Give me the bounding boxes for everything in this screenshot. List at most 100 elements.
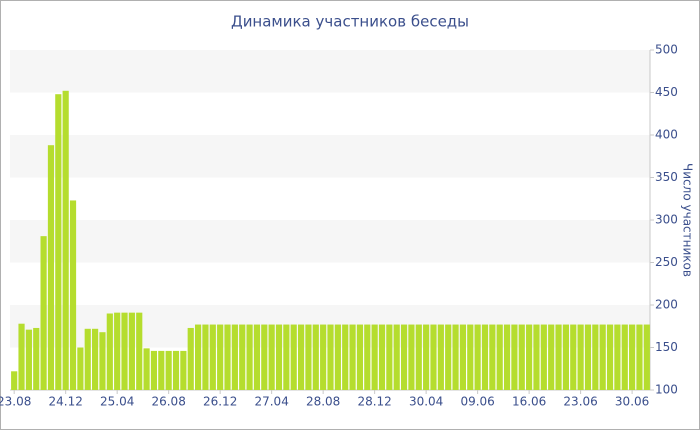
y-tick-label: 350	[655, 170, 678, 184]
chart-title: Динамика участников беседы	[231, 13, 469, 31]
bar	[445, 324, 452, 390]
bar	[327, 324, 334, 390]
bar	[239, 324, 246, 390]
grid-band	[10, 220, 650, 263]
bar	[577, 324, 584, 390]
bar	[371, 324, 378, 390]
bar	[320, 324, 327, 390]
bar	[283, 324, 290, 390]
bar	[268, 324, 275, 390]
x-tick-label: 30.04	[409, 395, 443, 409]
bar	[172, 350, 180, 390]
bar	[84, 328, 91, 390]
bar	[452, 324, 459, 390]
bar	[562, 324, 569, 390]
x-tick-label: 28.08	[306, 395, 340, 409]
x-tick-label: 30.06	[615, 395, 649, 409]
bar	[342, 324, 349, 390]
bar	[540, 324, 547, 390]
bar	[25, 329, 32, 390]
bar	[47, 145, 55, 390]
bar	[128, 312, 135, 390]
y-tick-label: 400	[655, 128, 678, 142]
x-tick-label: 26.08	[151, 395, 185, 409]
bar	[99, 332, 106, 390]
bar	[40, 236, 47, 390]
bar	[231, 324, 238, 390]
bar	[33, 327, 40, 390]
bar	[261, 324, 268, 390]
bar	[92, 328, 99, 390]
x-tick-label: 25.04	[100, 395, 134, 409]
x-tick-label: 23.08	[0, 395, 31, 409]
grid-band	[10, 50, 650, 93]
bar	[150, 350, 158, 390]
bar	[77, 347, 84, 390]
bar	[503, 324, 511, 390]
x-tick-label: 23.06	[563, 395, 597, 409]
bar	[378, 324, 386, 390]
bar	[334, 324, 341, 390]
x-tick-label: 09.06	[460, 395, 494, 409]
bar	[430, 324, 437, 390]
bar	[643, 324, 650, 390]
bar	[187, 327, 194, 390]
y-tick-label: 450	[655, 85, 678, 99]
bar	[489, 324, 496, 390]
bar	[415, 324, 422, 390]
y-tick-label: 300	[655, 213, 678, 227]
y-tick-label: 500	[655, 43, 678, 57]
bar	[297, 324, 305, 390]
bar	[180, 350, 187, 390]
x-tick-label: 28.12	[357, 395, 391, 409]
bar	[636, 324, 643, 390]
y-tick-label: 200	[655, 298, 678, 312]
bar	[114, 312, 121, 390]
bar	[437, 324, 444, 390]
bar	[467, 324, 474, 390]
bar	[393, 324, 400, 390]
bar	[106, 313, 113, 390]
bar	[253, 324, 261, 390]
bar	[275, 324, 283, 390]
bar	[621, 324, 628, 390]
bar	[194, 324, 202, 390]
bar	[224, 324, 231, 390]
bar	[400, 324, 408, 390]
x-tick-label: 16.06	[512, 395, 546, 409]
bar	[158, 350, 165, 390]
bar	[356, 324, 364, 390]
bar	[209, 324, 216, 390]
x-tick-label: 26.12	[203, 395, 237, 409]
y-tick-label: 100	[655, 383, 678, 397]
bar	[474, 324, 481, 390]
bar	[423, 324, 430, 390]
bar	[290, 324, 297, 390]
bar	[408, 324, 415, 390]
y-tick-label: 150	[655, 340, 678, 354]
bar	[599, 324, 606, 390]
grid-band	[10, 135, 650, 178]
bar	[217, 324, 224, 390]
bar	[143, 348, 150, 390]
bar	[518, 324, 525, 390]
bar	[459, 324, 467, 390]
bar	[629, 324, 636, 390]
bar	[55, 94, 62, 390]
bar	[533, 324, 540, 390]
bar	[349, 324, 356, 390]
bar	[614, 324, 621, 390]
bar	[364, 324, 371, 390]
bar	[62, 90, 69, 391]
bar	[18, 323, 25, 390]
bar	[11, 371, 18, 390]
bar	[592, 324, 599, 390]
bar	[555, 324, 562, 390]
bar	[305, 324, 312, 390]
x-tick-label: 24.12	[48, 395, 82, 409]
bar	[136, 312, 143, 390]
y-tick-label: 250	[655, 255, 678, 269]
bar	[511, 324, 518, 390]
bar	[165, 350, 172, 390]
